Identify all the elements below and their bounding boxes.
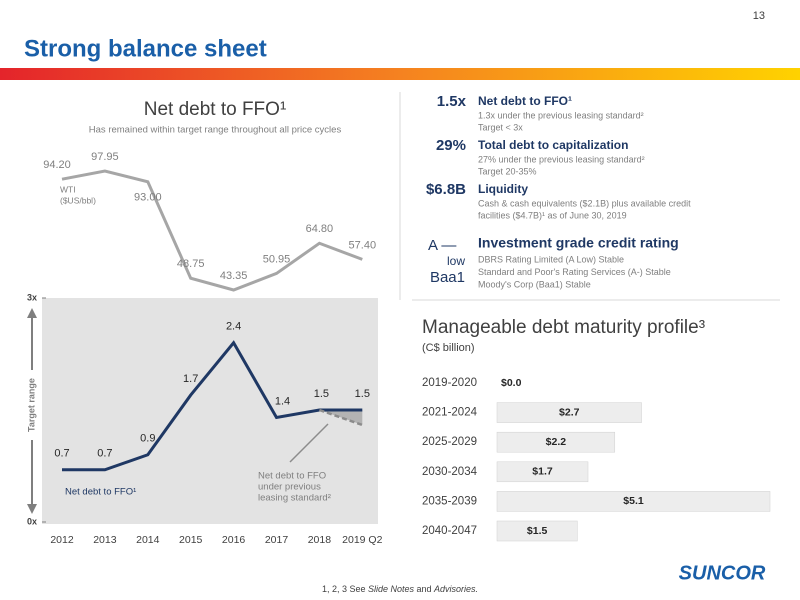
y-tick-label: 3x xyxy=(27,292,37,302)
legend-entry: Net debt to FFO¹ xyxy=(65,487,136,498)
legend-entry: ($US/bbl) xyxy=(60,195,96,205)
metric-heading: Net debt to FFO¹ xyxy=(478,94,572,108)
data-label: $5.1 xyxy=(623,495,644,507)
data-label: 43.35 xyxy=(220,270,248,282)
data-label: 1.4 xyxy=(275,395,290,407)
arrowhead xyxy=(27,308,37,318)
x-tick-label: 2016 xyxy=(222,534,246,546)
x-tick-label: 2013 xyxy=(93,534,117,546)
slide-title: Strong balance sheet xyxy=(24,35,267,62)
bar xyxy=(496,520,578,542)
category-label: 2030-2034 xyxy=(422,466,478,478)
x-tick-label: 2012 xyxy=(50,534,74,546)
data-label: $2.7 xyxy=(559,406,580,418)
bar xyxy=(496,402,642,423)
legend-entry: WTI xyxy=(60,184,76,194)
data-label: $1.7 xyxy=(532,466,553,478)
rating-heading: Investment grade credit rating xyxy=(478,235,679,251)
category-label: 2040-2047 xyxy=(422,525,477,537)
x-tick-label: 2015 xyxy=(179,534,203,546)
data-label: 50.95 xyxy=(263,253,291,265)
data-label: 64.80 xyxy=(306,223,334,235)
y-tick-label: 0x xyxy=(27,516,37,526)
metric-value: 29% xyxy=(436,137,466,154)
chart-subtitle: Has remained within target range through… xyxy=(89,125,342,136)
metric-line: facilities ($4.7B)¹ as of June 30, 2019 xyxy=(478,210,627,220)
rating-symbol: low xyxy=(447,254,465,268)
data-label: 0.7 xyxy=(97,448,112,460)
x-tick-label: 2014 xyxy=(136,534,160,546)
arrowhead xyxy=(27,504,37,514)
category-label: 2021-2024 xyxy=(422,407,478,419)
rating-line: DBRS Rating Limited (A Low) Stable xyxy=(478,254,624,264)
data-label: 97.95 xyxy=(91,151,119,163)
ffo-line xyxy=(62,340,363,472)
rating-symbol: Baa1 xyxy=(430,269,465,286)
data-label: $1.5 xyxy=(527,525,548,537)
chart-title: Manageable debt maturity profile³ xyxy=(422,317,705,338)
metric-line: 27% under the previous leasing standard² xyxy=(478,154,645,164)
data-label: 57.40 xyxy=(349,239,377,251)
data-label: 94.20 xyxy=(43,159,71,171)
metric-value: 1.5x xyxy=(437,93,467,110)
metric-line: 1.3x under the previous leasing standard… xyxy=(478,110,644,120)
x-tick-label: 2018 xyxy=(308,534,332,546)
annotation: Net debt to FFO xyxy=(258,471,326,482)
metric-line: Target 20-35% xyxy=(478,166,537,176)
data-label: $2.2 xyxy=(546,436,567,448)
metric-line: Cash & cash equivalents ($2.1B) plus ava… xyxy=(478,198,691,208)
data-label: 2.4 xyxy=(226,321,241,333)
rating-symbol: A — xyxy=(428,237,456,254)
annotation: leasing standard² xyxy=(258,493,331,504)
annotation: under previous xyxy=(258,482,321,493)
y-axis-label: Target range xyxy=(26,378,36,432)
color-band xyxy=(0,68,800,80)
data-label: 48.75 xyxy=(177,258,205,270)
metric-heading: Total debt to capitalization xyxy=(478,138,628,152)
bar xyxy=(496,491,771,512)
bar xyxy=(496,431,616,453)
data-label: 1.5 xyxy=(314,388,329,400)
category-label: 2019-2020 xyxy=(422,377,477,389)
data-label: 1.7 xyxy=(183,373,198,385)
metric-line: Target < 3x xyxy=(478,122,523,132)
data-label: 93.00 xyxy=(134,192,162,204)
data-label: 0.7 xyxy=(54,448,69,460)
x-tick-label: 2019 Q2 xyxy=(342,534,382,546)
data-label: 0.9 xyxy=(140,433,155,445)
metric-heading: Liquidity xyxy=(478,182,528,196)
annotation-arrow xyxy=(289,423,329,463)
chart-title: Net debt to FFO¹ xyxy=(144,99,287,120)
page-number: 13 xyxy=(753,10,765,22)
logo: SUNCOR xyxy=(679,562,766,584)
rating-line: Moody's Corp (Baa1) Stable xyxy=(478,279,591,289)
x-tick-label: 2017 xyxy=(265,534,289,546)
category-label: 2025-2029 xyxy=(422,436,477,448)
footer: 1, 2, 3 See Slide Notes and Advisories. xyxy=(322,584,478,594)
rating-line: Standard and Poor's Rating Services (A-)… xyxy=(478,267,671,277)
bar xyxy=(496,461,589,483)
metric-value: $6.8B xyxy=(426,181,466,198)
wti-line xyxy=(61,169,363,292)
data-label: $0.0 xyxy=(501,377,522,389)
chart-subtitle: (C$ billion) xyxy=(422,342,475,354)
data-label: 1.5 xyxy=(355,388,370,400)
category-label: 2035-2039 xyxy=(422,495,477,507)
